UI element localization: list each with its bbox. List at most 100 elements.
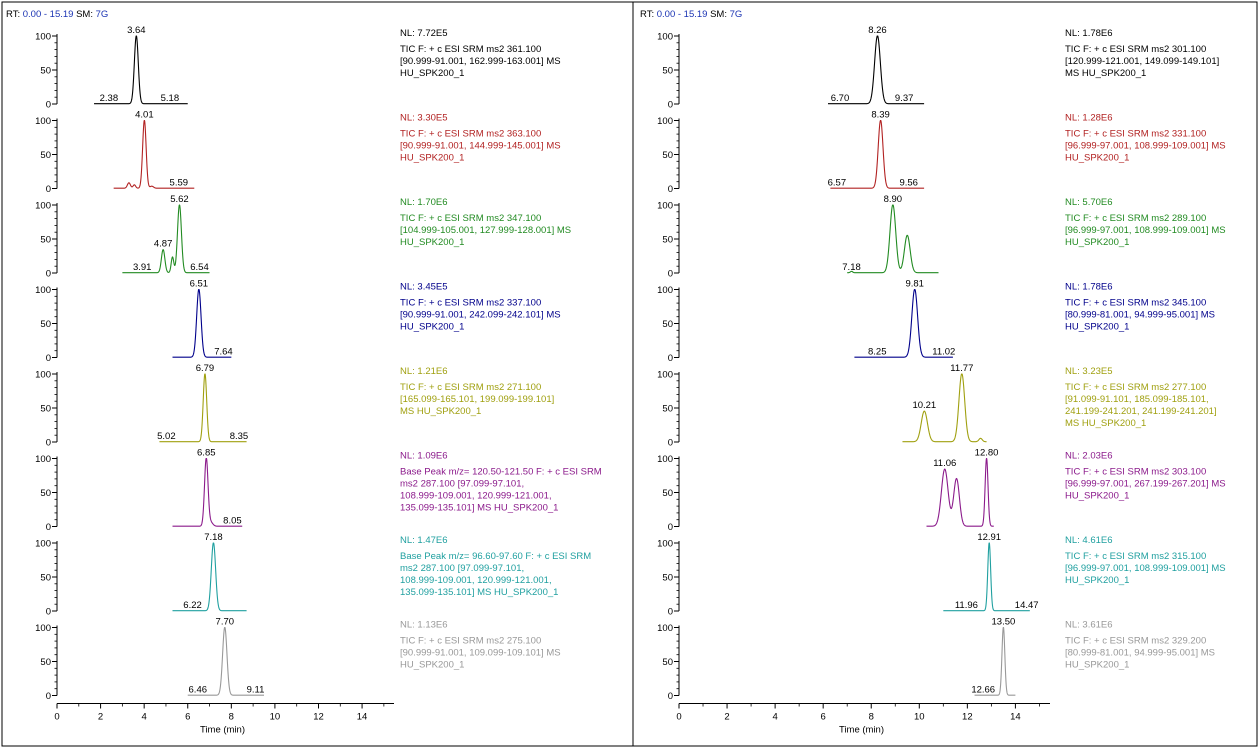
- trace-info-line: TIC F: + c ESI SRM ms2 271.100: [400, 382, 541, 393]
- y-tick-label: 100: [657, 116, 673, 127]
- nl-label: NL: 3.61E6: [1065, 620, 1113, 631]
- x-tick-label: 10: [914, 712, 925, 723]
- trace-info-line: HU_SPK200_1: [400, 660, 464, 671]
- trace-info-line: 108.999-109.001, 120.999-121.001,: [400, 491, 552, 502]
- trace-info-line: HU_SPK200_1: [1065, 153, 1129, 164]
- trace-info-line: [80.999-81.001, 94.999-95.001] MS: [1065, 648, 1215, 659]
- rt-value: 0.00 - 15.19: [23, 9, 74, 20]
- peak-label: 7.18: [204, 532, 223, 543]
- peak-label: 2.38: [100, 93, 119, 104]
- trace-info-line: TIC F: + c ESI SRM ms2 345.100: [1065, 298, 1206, 309]
- x-tick-label: 12: [962, 712, 973, 723]
- x-axis-title: Time (min): [200, 725, 245, 736]
- trace-info-line: TIC F: + c ESI SRM ms2 331.100: [1065, 129, 1206, 140]
- peak-label: 5.59: [170, 178, 189, 189]
- peak-label: 11.96: [955, 600, 978, 611]
- trace-info-line: [80.999-81.001, 94.999-95.001] MS: [1065, 310, 1215, 321]
- y-tick-label: 100: [657, 623, 673, 634]
- trace-info-line: TIC F: + c ESI SRM ms2 277.100: [1065, 382, 1206, 393]
- nl-label: NL: 1.78E6: [1065, 282, 1113, 293]
- y-tick-label: 100: [35, 285, 51, 296]
- trace-info-line: TIC F: + c ESI SRM ms2 275.100: [400, 636, 541, 647]
- trace-info-line: TIC F: + c ESI SRM ms2 361.100: [400, 44, 541, 55]
- y-tick-label: 100: [35, 539, 51, 550]
- sm-value: 7G: [730, 9, 743, 20]
- peak-label: 8.05: [223, 516, 242, 527]
- y-tick-label: 50: [662, 657, 673, 668]
- y-tick-label: 50: [662, 319, 673, 330]
- y-tick-label: 0: [668, 353, 673, 364]
- x-tick-label: 6: [185, 712, 190, 723]
- y-tick-label: 0: [46, 353, 51, 364]
- chromatogram-trace: [902, 373, 987, 443]
- peak-label: 6.54: [190, 262, 209, 273]
- y-tick-label: 100: [657, 454, 673, 465]
- x-tick-label: 8: [869, 712, 874, 723]
- peak-label: 6.46: [189, 685, 208, 696]
- y-tick-label: 0: [668, 691, 673, 702]
- peak-label: 3.91: [133, 262, 152, 273]
- trace-info-line: [96.999-97.001, 108.999-109.001] MS: [1065, 141, 1226, 152]
- rt-value: 0.00 - 15.19: [657, 9, 708, 20]
- peak-label: 12.80: [975, 448, 999, 459]
- y-tick-label: 0: [46, 691, 51, 702]
- y-tick-label: 100: [657, 370, 673, 381]
- rt-label: RT:: [6, 9, 20, 20]
- peak-label: 9.37: [895, 93, 914, 104]
- y-tick-label: 50: [40, 319, 51, 330]
- sm-label: SM:: [76, 9, 93, 20]
- peak-label: 8.39: [871, 110, 890, 121]
- peak-label: 8.26: [868, 25, 887, 36]
- y-tick-label: 50: [40, 235, 51, 246]
- y-tick-label: 0: [668, 522, 673, 533]
- peak-label: 14.47: [1015, 600, 1039, 611]
- peak-label: 12.66: [971, 685, 995, 696]
- chromatogram-trace: [113, 119, 195, 189]
- nl-label: NL: 4.61E6: [1065, 535, 1113, 546]
- chromatogram-trace: [974, 626, 1016, 696]
- trace-info-line: TIC F: + c ESI SRM ms2 329.200: [1065, 636, 1206, 647]
- nl-label: NL: 3.45E5: [400, 282, 448, 293]
- y-tick-label: 100: [35, 116, 51, 127]
- nl-label: NL: 1.47E6: [400, 535, 448, 546]
- trace-info-line: MS HU_SPK200_1: [1065, 418, 1146, 429]
- y-tick-label: 50: [40, 66, 51, 77]
- y-tick-label: 0: [668, 438, 673, 449]
- trace-info-line: [104.999-105.001, 127.999-128.001] MS: [400, 225, 571, 236]
- nl-label: NL: 5.70E6: [1065, 197, 1113, 208]
- peak-label: 6.85: [197, 448, 216, 459]
- y-tick-label: 0: [668, 100, 673, 111]
- peak-label: 9.56: [899, 178, 918, 189]
- peak-label: 6.79: [196, 363, 215, 374]
- trace-info-line: HU_SPK200_1: [1065, 660, 1129, 671]
- nl-label: NL: 1.78E6: [1065, 28, 1113, 39]
- chromatogram-trace: [172, 542, 247, 612]
- rt-label: RT:: [640, 9, 654, 20]
- peak-label: 7.64: [214, 347, 233, 358]
- trace-info-line: [90.999-91.001, 109.099-109.101] MS: [400, 648, 561, 659]
- x-tick-label: 14: [1010, 712, 1021, 723]
- trace-info-line: Base Peak m/z= 96.60-97.60 F: + c ESI SR…: [400, 551, 591, 562]
- y-tick-label: 100: [35, 370, 51, 381]
- x-tick-label: 6: [821, 712, 826, 723]
- x-tick-label: 0: [54, 712, 59, 723]
- peak-label: 7.18: [842, 262, 861, 273]
- trace-info-line: 241.199-241.201, 241.199-241.201]: [1065, 406, 1217, 417]
- y-tick-label: 100: [657, 285, 673, 296]
- y-tick-label: 100: [657, 201, 673, 212]
- y-tick-label: 0: [668, 269, 673, 280]
- peak-label: 8.90: [884, 194, 903, 205]
- y-tick-label: 0: [668, 607, 673, 618]
- trace-info-line: TIC F: + c ESI SRM ms2 337.100: [400, 298, 541, 309]
- y-tick-label: 0: [46, 269, 51, 280]
- trace-info-line: HU_SPK200_1: [400, 153, 464, 164]
- peak-label: 6.57: [828, 178, 847, 189]
- rt-sm-header: RT: 0.00 - 15.19 SM: 7G: [640, 9, 742, 20]
- peak-label: 11.77: [950, 363, 973, 374]
- peak-label: 5.18: [161, 93, 180, 104]
- y-tick-label: 50: [662, 404, 673, 415]
- x-tick-label: 4: [142, 712, 147, 723]
- y-tick-label: 50: [40, 150, 51, 161]
- y-tick-label: 50: [40, 573, 51, 584]
